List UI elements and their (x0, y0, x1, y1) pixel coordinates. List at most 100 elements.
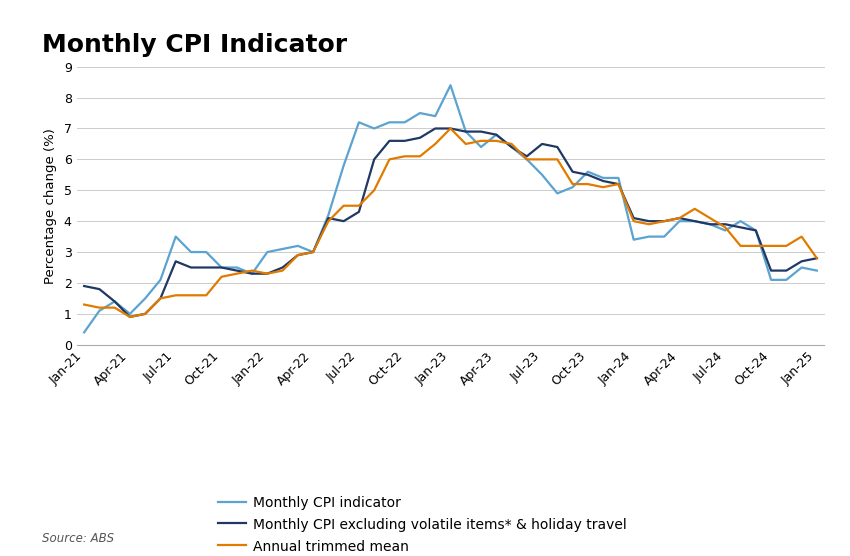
Monthly CPI indicator (781, 276, 791, 283)
Line: Annual trimmed mean: Annual trimmed mean (84, 128, 817, 317)
Monthly CPI indicator (537, 171, 547, 178)
Annual trimmed mean (568, 181, 578, 187)
Monthly CPI indicator (507, 143, 517, 150)
Monthly CPI indicator (384, 119, 394, 126)
Monthly CPI excluding volatile items* & holiday travel (643, 218, 654, 225)
Monthly CPI excluding volatile items* & holiday travel (277, 264, 287, 271)
Monthly CPI excluding volatile items* & holiday travel (430, 125, 440, 132)
Annual trimmed mean (629, 218, 639, 225)
Line: Monthly CPI excluding volatile items* & holiday travel: Monthly CPI excluding volatile items* & … (84, 128, 817, 317)
Annual trimmed mean (720, 224, 730, 231)
Monthly CPI indicator (735, 218, 745, 225)
Annual trimmed mean (384, 156, 394, 163)
Annual trimmed mean (186, 292, 196, 299)
Monthly CPI excluding volatile items* & holiday travel (781, 267, 791, 274)
Monthly CPI excluding volatile items* & holiday travel (110, 298, 120, 305)
Annual trimmed mean (659, 218, 669, 225)
Monthly CPI excluding volatile items* & holiday travel (323, 215, 333, 221)
Annual trimmed mean (415, 153, 425, 160)
Legend: Monthly CPI indicator, Monthly CPI excluding volatile items* & holiday travel, A: Monthly CPI indicator, Monthly CPI exclu… (218, 496, 626, 554)
Monthly CPI excluding volatile items* & holiday travel (796, 258, 807, 265)
Monthly CPI indicator (461, 128, 471, 135)
Annual trimmed mean (201, 292, 212, 299)
Monthly CPI excluding volatile items* & holiday travel (79, 282, 89, 289)
Monthly CPI excluding volatile items* & holiday travel (522, 153, 532, 160)
Monthly CPI excluding volatile items* & holiday travel (125, 314, 135, 320)
Annual trimmed mean (125, 314, 135, 320)
Monthly CPI excluding volatile items* & holiday travel (384, 137, 394, 144)
Annual trimmed mean (751, 242, 761, 249)
Annual trimmed mean (247, 267, 258, 274)
Annual trimmed mean (796, 234, 807, 240)
Monthly CPI excluding volatile items* & holiday travel (186, 264, 196, 271)
Annual trimmed mean (308, 249, 318, 255)
Monthly CPI excluding volatile items* & holiday travel (400, 137, 410, 144)
Monthly CPI indicator (323, 212, 333, 219)
Monthly CPI indicator (308, 249, 318, 255)
Text: Monthly CPI Indicator: Monthly CPI Indicator (42, 33, 348, 57)
Annual trimmed mean (110, 304, 120, 311)
Monthly CPI indicator (751, 227, 761, 234)
Monthly CPI excluding volatile items* & holiday travel (537, 141, 547, 147)
Annual trimmed mean (430, 141, 440, 147)
Annual trimmed mean (522, 156, 532, 163)
Monthly CPI excluding volatile items* & holiday travel (491, 131, 501, 138)
Monthly CPI excluding volatile items* & holiday travel (705, 221, 715, 227)
Annual trimmed mean (461, 141, 471, 147)
Monthly CPI indicator (232, 264, 242, 271)
Monthly CPI excluding volatile items* & holiday travel (445, 125, 456, 132)
Monthly CPI indicator (583, 168, 593, 175)
Monthly CPI indicator (476, 143, 486, 150)
Monthly CPI indicator (674, 218, 684, 225)
Annual trimmed mean (476, 137, 486, 144)
Monthly CPI indicator (629, 236, 639, 243)
Monthly CPI excluding volatile items* & holiday travel (674, 215, 684, 221)
Monthly CPI excluding volatile items* & holiday travel (247, 270, 258, 277)
Annual trimmed mean (156, 295, 166, 302)
Annual trimmed mean (781, 242, 791, 249)
Annual trimmed mean (674, 215, 684, 221)
Monthly CPI excluding volatile items* & holiday travel (354, 208, 364, 215)
Monthly CPI indicator (354, 119, 364, 126)
Monthly CPI excluding volatile items* & holiday travel (629, 215, 639, 221)
Monthly CPI indicator (552, 190, 563, 197)
Annual trimmed mean (232, 270, 242, 277)
Monthly CPI indicator (369, 125, 379, 132)
Monthly CPI excluding volatile items* & holiday travel (568, 168, 578, 175)
Annual trimmed mean (735, 242, 745, 249)
Monthly CPI indicator (430, 113, 440, 120)
Monthly CPI indicator (522, 156, 532, 163)
Monthly CPI excluding volatile items* & holiday travel (201, 264, 212, 271)
Monthly CPI indicator (705, 221, 715, 227)
Monthly CPI indicator (720, 227, 730, 234)
Monthly CPI indicator (614, 175, 624, 181)
Monthly CPI excluding volatile items* & holiday travel (217, 264, 227, 271)
Monthly CPI excluding volatile items* & holiday travel (262, 270, 272, 277)
Monthly CPI excluding volatile items* & holiday travel (292, 252, 303, 259)
Monthly CPI excluding volatile items* & holiday travel (232, 267, 242, 274)
Annual trimmed mean (323, 218, 333, 225)
Annual trimmed mean (507, 141, 517, 147)
Monthly CPI indicator (766, 276, 776, 283)
Monthly CPI excluding volatile items* & holiday travel (552, 143, 563, 150)
Monthly CPI excluding volatile items* & holiday travel (171, 258, 181, 265)
Monthly CPI excluding volatile items* & holiday travel (812, 255, 822, 261)
Monthly CPI indicator (171, 234, 181, 240)
Monthly CPI indicator (262, 249, 272, 255)
Annual trimmed mean (369, 187, 379, 193)
Monthly CPI indicator (415, 110, 425, 116)
Monthly CPI indicator (140, 295, 150, 302)
Monthly CPI indicator (796, 264, 807, 271)
Annual trimmed mean (171, 292, 181, 299)
Monthly CPI indicator (277, 246, 287, 252)
Annual trimmed mean (689, 206, 700, 212)
Annual trimmed mean (79, 301, 89, 308)
Monthly CPI indicator (247, 270, 258, 277)
Monthly CPI indicator (125, 310, 135, 317)
Annual trimmed mean (292, 252, 303, 259)
Annual trimmed mean (217, 274, 227, 280)
Annual trimmed mean (766, 242, 776, 249)
Monthly CPI excluding volatile items* & holiday travel (156, 295, 166, 302)
Annual trimmed mean (491, 137, 501, 144)
Monthly CPI indicator (338, 162, 348, 169)
